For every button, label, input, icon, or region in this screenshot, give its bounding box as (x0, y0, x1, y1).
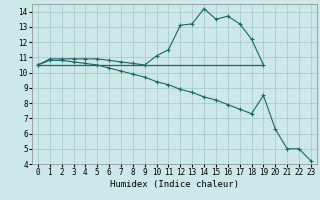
X-axis label: Humidex (Indice chaleur): Humidex (Indice chaleur) (110, 180, 239, 189)
